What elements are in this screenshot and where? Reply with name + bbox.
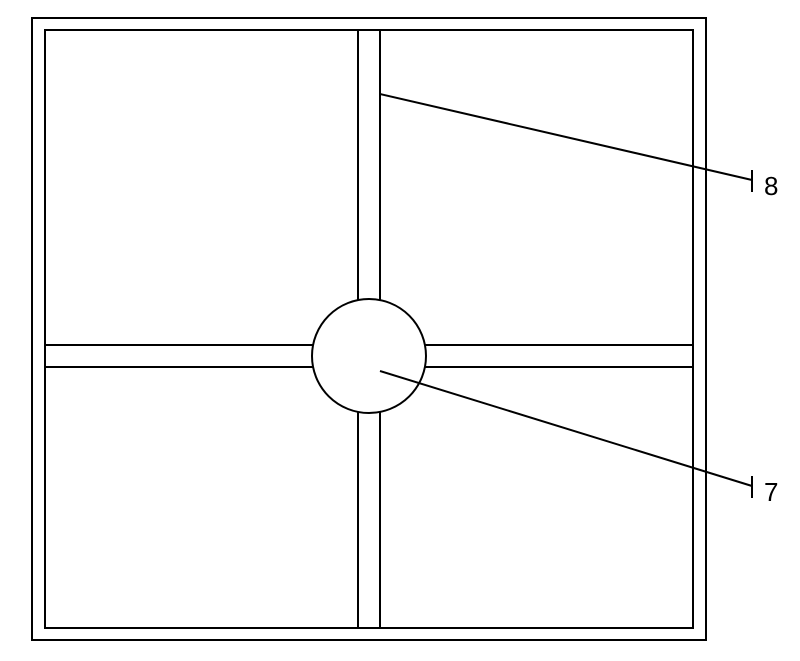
callout-7-leader <box>380 371 752 486</box>
callout-7 <box>380 371 752 498</box>
center-circle <box>312 299 426 413</box>
callout-8-leader <box>380 94 752 180</box>
callout-8-label: 8 <box>764 171 778 201</box>
callout-7-label: 7 <box>764 477 778 507</box>
callout-8 <box>380 94 752 192</box>
diagram-svg: 8 7 <box>0 0 800 661</box>
